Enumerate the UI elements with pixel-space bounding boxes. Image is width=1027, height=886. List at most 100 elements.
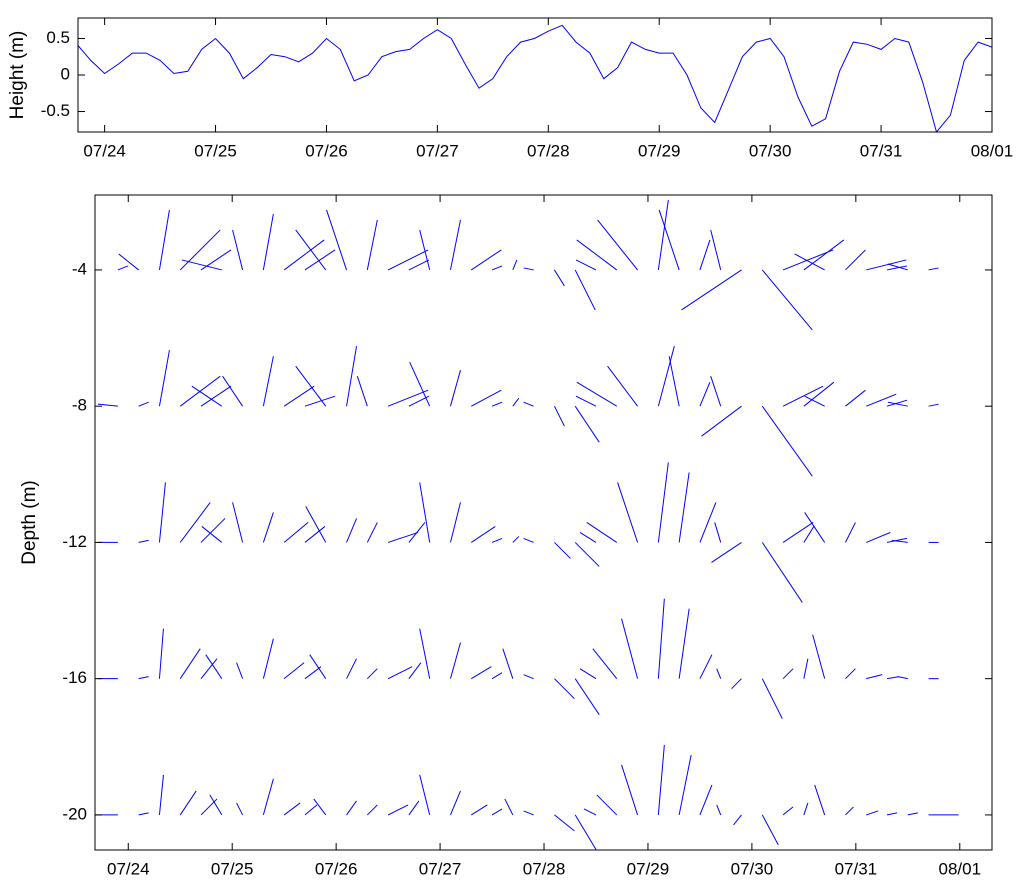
stick (523, 810, 534, 816)
stick (346, 518, 357, 543)
y-tick-label: 0 (61, 64, 70, 83)
stick (200, 249, 232, 271)
stick (596, 794, 618, 816)
stick (449, 219, 461, 271)
stick (366, 219, 378, 271)
stick (236, 662, 244, 679)
stick (716, 668, 722, 679)
stick (761, 405, 813, 477)
stick (97, 403, 118, 407)
stick (200, 798, 218, 816)
stick (346, 346, 358, 407)
stick (523, 267, 534, 271)
stick (450, 790, 461, 816)
stick (200, 385, 232, 407)
x-tick-label: 07/30 (731, 859, 774, 878)
y-tick-label: -12 (62, 532, 87, 551)
stick (304, 804, 318, 816)
stick (866, 259, 907, 271)
stick (574, 269, 596, 311)
stick (201, 526, 223, 543)
stick (408, 522, 426, 543)
stick (586, 522, 618, 543)
x-tick-label: 07/24 (107, 859, 150, 878)
stick (387, 389, 429, 407)
stick (502, 648, 514, 679)
stick (678, 608, 690, 679)
stick (283, 662, 305, 680)
stick (262, 356, 274, 407)
stick (366, 522, 378, 543)
stick (512, 259, 518, 271)
stick (887, 263, 908, 271)
stick (699, 239, 711, 271)
stick (886, 537, 908, 543)
stick (574, 405, 600, 443)
x-tick-label: 07/28 (527, 141, 570, 160)
stick (621, 618, 639, 679)
y-tick-label: -8 (72, 396, 87, 415)
stick (326, 209, 348, 271)
stick (733, 814, 742, 826)
stick (366, 668, 378, 680)
stick (283, 802, 301, 816)
stick (304, 395, 336, 407)
x-tick-label: 07/27 (416, 141, 459, 160)
stick (387, 666, 413, 680)
stick (523, 674, 534, 680)
stick (576, 381, 618, 407)
stick (191, 385, 223, 407)
stick (803, 802, 809, 816)
stick (408, 259, 430, 271)
depth-row (97, 598, 939, 719)
stick (491, 537, 503, 543)
y-axis-label: Depth (m) (19, 480, 40, 564)
stick (794, 253, 825, 271)
x-tick-label: 07/25 (194, 141, 237, 160)
stick (597, 219, 638, 271)
stick (607, 365, 638, 407)
stick (699, 784, 713, 816)
stick (928, 403, 939, 407)
stick (731, 678, 742, 690)
stick (782, 385, 824, 407)
stick (356, 376, 368, 407)
stick (866, 393, 897, 407)
stick (701, 405, 742, 437)
stick (886, 265, 908, 271)
stick (523, 537, 534, 543)
stick (803, 239, 845, 271)
stick (804, 395, 825, 407)
stick (366, 804, 378, 816)
stick (574, 678, 600, 715)
stick (576, 239, 618, 271)
stick (387, 804, 409, 816)
stick (886, 812, 898, 816)
stick (283, 239, 325, 271)
x-tick-label: 07/24 (83, 141, 126, 160)
stick (304, 526, 326, 543)
height-line (78, 24, 992, 132)
x-tick-label: 08/01 (939, 859, 982, 878)
stick (179, 790, 197, 816)
stick (408, 800, 420, 816)
stick (158, 350, 170, 407)
stick (678, 754, 692, 816)
stick (579, 668, 597, 680)
stick (309, 654, 327, 679)
stick (845, 668, 856, 680)
x-tick-label: 07/26 (315, 859, 358, 878)
stick (523, 401, 534, 407)
stick (117, 265, 129, 271)
stick (782, 806, 794, 816)
depth-row (117, 199, 939, 331)
stick (617, 482, 639, 543)
stick (804, 512, 826, 543)
stick (200, 658, 218, 679)
stick (158, 628, 164, 679)
stick (200, 518, 226, 543)
stick (657, 598, 665, 679)
stick (232, 502, 244, 543)
stick (928, 267, 939, 271)
